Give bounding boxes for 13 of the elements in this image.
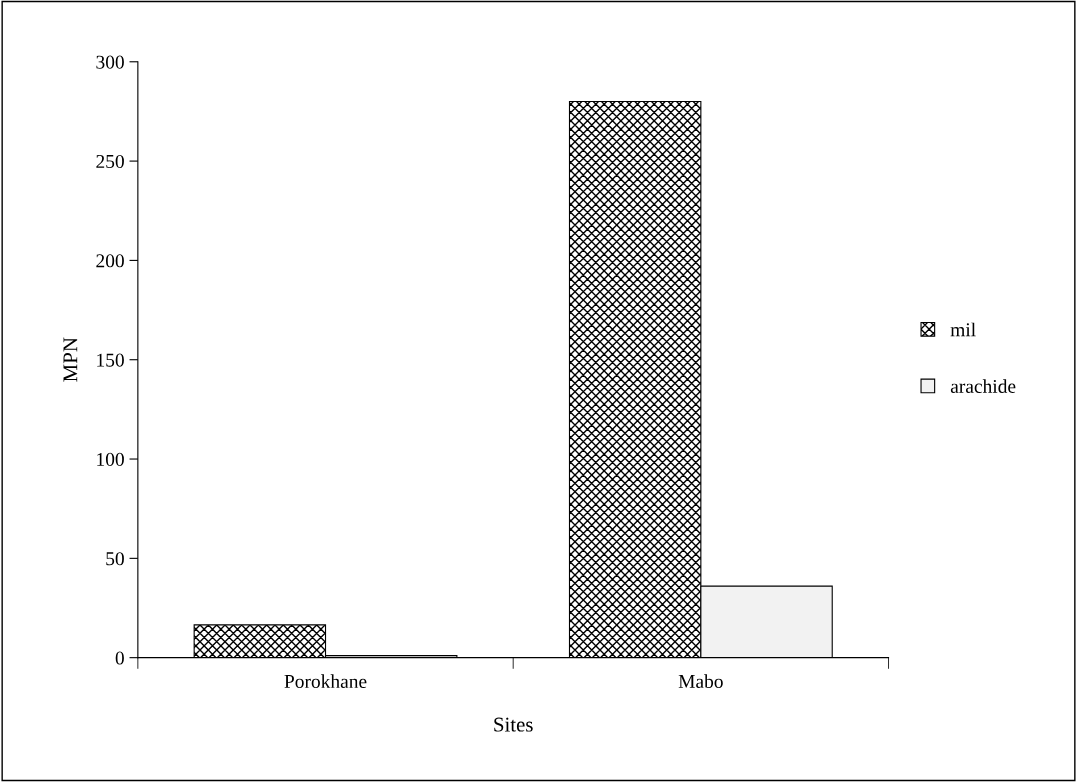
- x-tick-label: Mabo: [678, 674, 723, 689]
- y-tick-label: 150: [97, 353, 124, 367]
- x-tick-label: Porokhane: [284, 674, 367, 689]
- legend-label: mil: [950, 322, 976, 337]
- legend-label: arachide: [950, 379, 1016, 393]
- x-axis-title: Sites: [494, 717, 533, 732]
- y-tick-label: 50: [106, 552, 124, 566]
- y-tick-label: 100: [97, 452, 124, 466]
- y-tick-label: 0: [115, 651, 124, 665]
- y-tick-label: 200: [96, 254, 124, 268]
- y-axis-title: MPN: [63, 337, 78, 382]
- y-tick-label: 300: [96, 55, 124, 69]
- y-tick-label: 250: [96, 154, 124, 169]
